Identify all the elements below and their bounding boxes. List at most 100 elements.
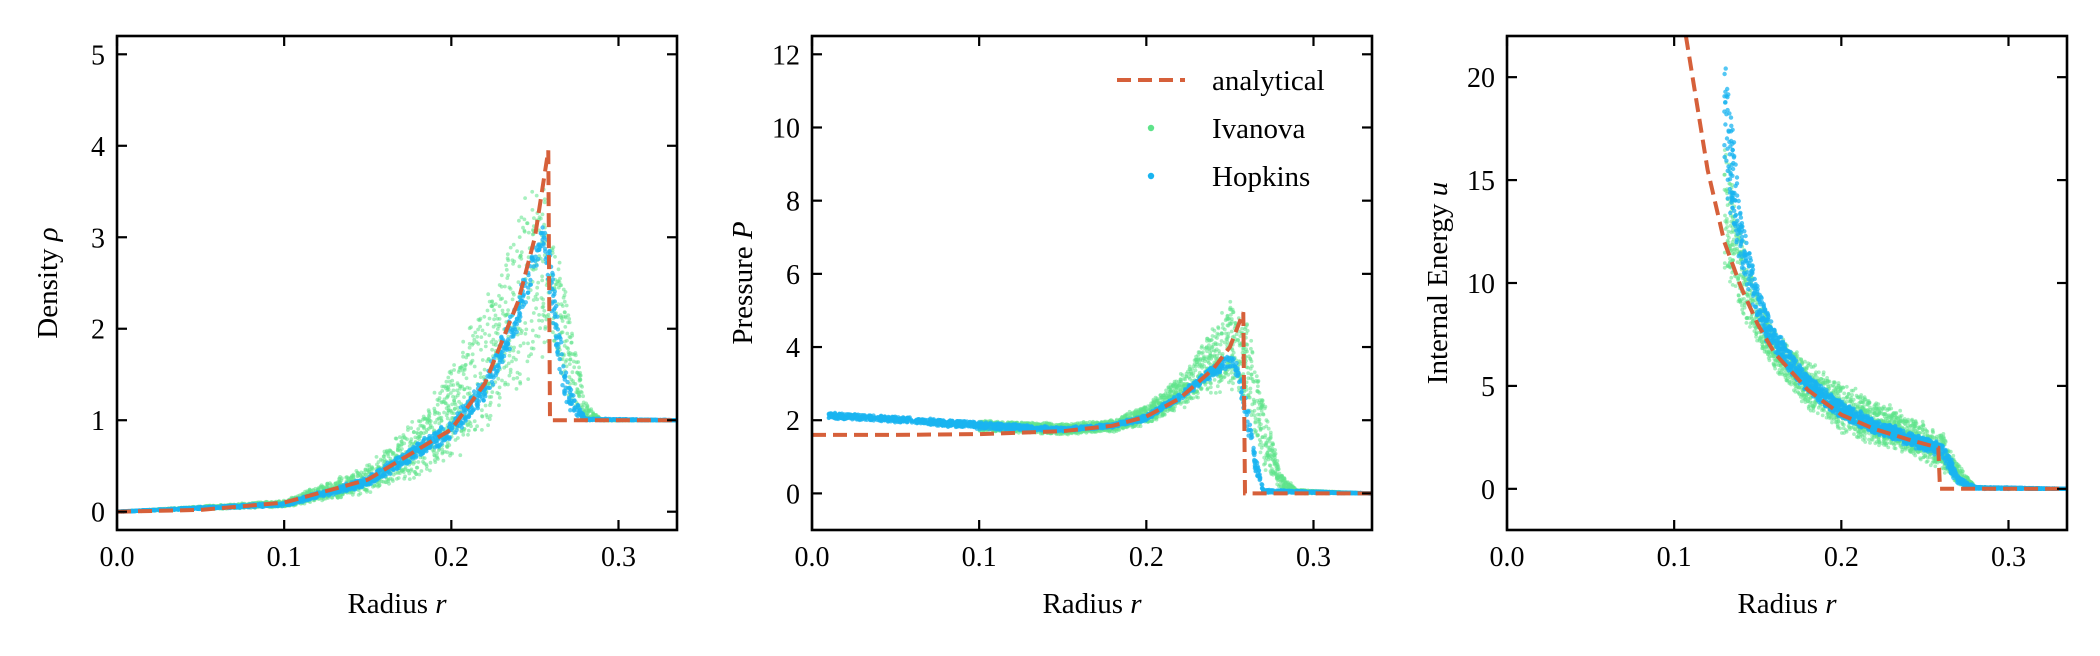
data-point-hopkins xyxy=(531,264,536,269)
y-tick-label: 2 xyxy=(91,315,105,346)
x-tick-label: 0.2 xyxy=(434,542,469,573)
data-point-ivanova xyxy=(538,326,542,331)
data-point-hopkins xyxy=(555,327,561,332)
data-point-ivanova xyxy=(479,335,484,339)
data-point-hopkins xyxy=(551,307,557,312)
data-point-ivanova xyxy=(424,417,428,421)
data-point-ivanova xyxy=(435,402,440,407)
data-point-ivanova xyxy=(416,460,421,464)
data-point-hopkins xyxy=(577,409,582,414)
data-point-ivanova xyxy=(412,460,417,464)
data-point-ivanova xyxy=(445,445,450,449)
data-point-ivanova xyxy=(422,424,426,429)
data-point-ivanova xyxy=(523,196,527,201)
data-point-ivanova xyxy=(487,299,492,304)
data-point-hopkins xyxy=(352,487,358,492)
data-point-ivanova xyxy=(576,371,581,376)
data-point-hopkins xyxy=(474,402,479,407)
data-point-ivanova xyxy=(452,363,456,367)
data-point-ivanova xyxy=(541,304,546,309)
data-point-hopkins xyxy=(472,389,477,394)
data-point-hopkins xyxy=(318,493,324,498)
data-point-ivanova xyxy=(581,408,586,412)
data-point-ivanova xyxy=(563,310,567,315)
data-point-hopkins xyxy=(466,413,472,418)
data-point-ivanova xyxy=(335,495,340,500)
data-point-hopkins xyxy=(540,225,545,230)
data-point-ivanova xyxy=(403,436,408,441)
data-point-hopkins xyxy=(650,417,656,423)
data-point-ivanova xyxy=(504,267,509,272)
data-point-ivanova xyxy=(418,419,423,424)
data-point-ivanova xyxy=(330,495,335,500)
data-point-ivanova xyxy=(544,317,549,322)
data-point-hopkins xyxy=(476,382,481,388)
data-point-ivanova xyxy=(480,328,485,333)
data-point-hopkins xyxy=(427,433,432,439)
data-point-ivanova xyxy=(432,390,437,395)
data-point-ivanova xyxy=(461,339,466,344)
data-point-ivanova xyxy=(517,235,522,240)
y-tick-label: 4 xyxy=(91,132,105,163)
data-point-ivanova xyxy=(577,394,582,399)
data-point-hopkins xyxy=(423,447,428,453)
data-point-ivanova xyxy=(529,319,534,323)
data-point-ivanova xyxy=(505,256,510,261)
data-point-hopkins xyxy=(497,357,503,363)
data-point-hopkins xyxy=(364,481,369,486)
data-point-hopkins xyxy=(575,413,580,419)
data-point-ivanova xyxy=(480,428,484,432)
data-point-ivanova xyxy=(486,423,490,428)
data-point-hopkins xyxy=(493,373,498,378)
data-point-ivanova xyxy=(518,381,523,386)
data-point-ivanova xyxy=(573,351,578,355)
data-point-ivanova xyxy=(567,375,572,379)
data-point-ivanova xyxy=(511,376,516,381)
data-point-ivanova xyxy=(416,427,421,431)
data-point-ivanova xyxy=(495,390,500,395)
data-point-ivanova xyxy=(570,370,575,375)
data-point-ivanova xyxy=(482,367,487,372)
data-point-ivanova xyxy=(486,292,491,297)
data-point-hopkins xyxy=(533,254,538,259)
data-point-ivanova xyxy=(467,419,471,424)
axes-frame xyxy=(115,34,679,532)
data-point-ivanova xyxy=(575,387,580,391)
data-point-hopkins xyxy=(571,398,577,403)
data-point-ivanova xyxy=(406,428,410,432)
data-point-ivanova xyxy=(305,489,310,494)
data-point-ivanova xyxy=(553,254,557,259)
data-point-ivanova xyxy=(506,361,511,366)
data-point-ivanova xyxy=(498,297,503,302)
data-point-ivanova xyxy=(425,428,429,432)
data-point-ivanova xyxy=(458,386,462,391)
data-point-hopkins xyxy=(410,456,416,461)
data-point-ivanova xyxy=(540,278,545,283)
data-point-ivanova xyxy=(530,328,535,333)
data-point-ivanova xyxy=(493,313,498,318)
data-point-ivanova xyxy=(467,391,472,395)
series-hopkins xyxy=(117,225,677,514)
data-point-ivanova xyxy=(453,407,457,411)
data-point-ivanova xyxy=(517,218,521,223)
data-point-hopkins xyxy=(631,417,636,423)
data-point-ivanova xyxy=(462,395,466,399)
data-point-ivanova xyxy=(364,487,369,492)
data-point-hopkins xyxy=(481,398,486,403)
data-point-ivanova xyxy=(410,420,415,424)
data-point-hopkins xyxy=(334,489,339,495)
data-point-ivanova xyxy=(425,420,429,425)
data-point-ivanova xyxy=(492,308,496,312)
data-point-ivanova xyxy=(374,455,379,459)
data-point-ivanova xyxy=(474,340,479,344)
data-point-hopkins xyxy=(277,501,282,506)
data-point-ivanova xyxy=(465,385,470,390)
data-point-ivanova xyxy=(558,276,562,281)
data-point-ivanova xyxy=(458,453,463,458)
data-point-hopkins xyxy=(409,446,414,452)
data-point-ivanova xyxy=(567,317,572,321)
data-point-ivanova xyxy=(505,252,510,257)
data-point-ivanova xyxy=(391,451,396,455)
data-point-ivanova xyxy=(470,352,475,357)
data-point-ivanova xyxy=(526,341,530,346)
